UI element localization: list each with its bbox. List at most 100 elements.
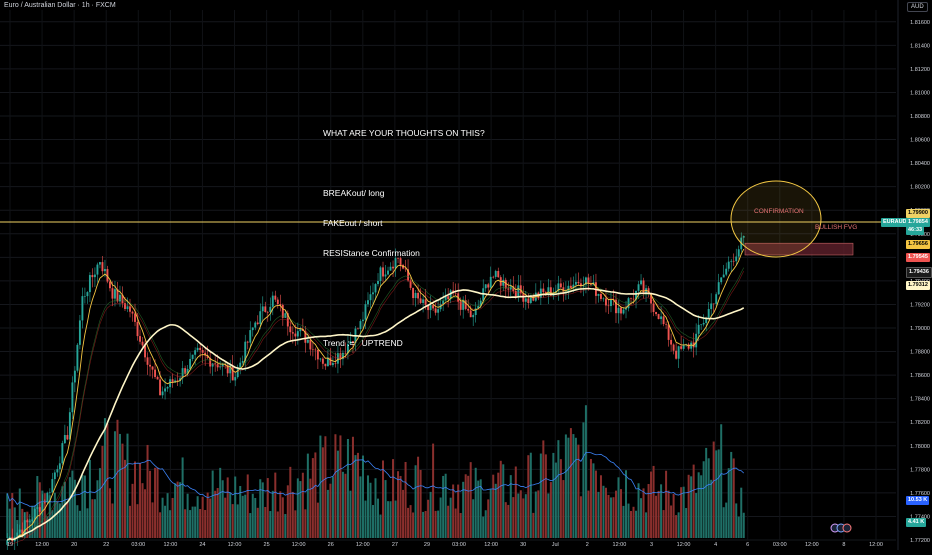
confirmation-label: CONFIRMATION — [754, 208, 804, 215]
candle-body — [116, 289, 119, 302]
volume-bar — [534, 491, 537, 538]
candle-body — [539, 288, 542, 298]
candle-body — [264, 306, 267, 312]
volume-bar — [504, 502, 507, 538]
volume-bar — [176, 481, 179, 538]
candle-body — [111, 288, 114, 299]
candle-body — [462, 300, 465, 310]
candle-body — [204, 352, 207, 356]
volume-bar — [647, 484, 650, 538]
y-tick-label: 1.81200 — [910, 67, 930, 73]
volume-bar — [13, 507, 16, 538]
volume-bar — [181, 457, 184, 538]
volume-bar — [549, 482, 552, 538]
candle-body — [319, 358, 322, 360]
volume-bar — [687, 474, 690, 538]
volume-bar — [384, 480, 387, 538]
volume-bar — [539, 453, 542, 538]
candle-body — [665, 324, 668, 325]
candle-body — [695, 333, 698, 348]
candle-body — [146, 357, 149, 365]
candle-body — [294, 333, 297, 337]
y-tick-label: 1.81400 — [910, 43, 930, 49]
price-badge-a: 1.79656 — [906, 240, 930, 249]
volume-bar — [614, 490, 617, 538]
y-tick-label: 1.77600 — [910, 491, 930, 497]
replay-icon[interactable] — [830, 523, 852, 533]
volume-bar — [577, 444, 580, 538]
volume-bar — [482, 516, 485, 538]
candle-body — [296, 331, 299, 337]
candle-body — [524, 298, 527, 302]
volume-bar — [364, 500, 367, 538]
currency-tag[interactable]: AUD — [907, 2, 928, 12]
candle-body — [241, 361, 244, 363]
candle-body — [574, 281, 577, 285]
chart-title[interactable]: Euro / Australian Dollar · 1h · FXCM — [4, 2, 116, 9]
volume-bar — [331, 476, 334, 538]
volume-bar — [108, 488, 111, 538]
candle-body — [156, 376, 159, 380]
volume-bar — [379, 514, 382, 538]
volume-bar — [537, 490, 540, 538]
x-tick-label: 6 — [746, 542, 749, 548]
candle-body — [484, 284, 487, 289]
candle-body — [46, 492, 49, 503]
volume-bar — [184, 509, 187, 538]
volume-bar — [374, 478, 377, 538]
volume-bar — [296, 478, 299, 538]
volume-bar — [722, 507, 725, 538]
volume-bar — [141, 483, 144, 538]
last-price-badge[interactable]: 1.79854 — [906, 218, 930, 227]
candle-body — [81, 296, 84, 321]
volume-bar — [6, 493, 9, 538]
volume-bar — [697, 472, 700, 538]
volume-bar — [474, 467, 477, 538]
annotation-trend: Trend := UPTREND — [323, 338, 403, 348]
candle-body — [727, 261, 730, 269]
candle-body — [344, 352, 347, 354]
volume-bar — [424, 510, 427, 538]
volume-bar — [179, 482, 182, 538]
volume-bar — [582, 422, 585, 538]
candle-body — [577, 281, 580, 284]
x-tick-label: 03:00 — [773, 542, 787, 548]
volume-bar — [562, 480, 565, 538]
candle-body — [191, 354, 194, 359]
candle-body — [166, 387, 169, 389]
volume-bar — [48, 495, 51, 538]
volume-bar — [619, 489, 623, 538]
candle-body — [720, 277, 723, 283]
candle-body — [494, 271, 497, 277]
candle-body — [214, 363, 217, 365]
volume-bar — [271, 490, 274, 538]
volume-bar — [690, 476, 693, 538]
volume-bar — [81, 475, 84, 538]
volume-bar — [78, 510, 81, 538]
candle-body — [56, 469, 59, 473]
volume-bar — [149, 470, 152, 538]
volume-bar — [477, 480, 480, 538]
candle-body — [427, 304, 430, 311]
resistance-price-badge[interactable]: 1.79900 — [906, 209, 930, 218]
volume-bar — [444, 473, 447, 538]
candle-body — [424, 299, 427, 305]
moving-averages — [6, 248, 745, 544]
volume-bar — [479, 479, 482, 538]
candle-body — [394, 258, 397, 269]
candle-body — [93, 274, 96, 278]
symbol-badge[interactable]: EURAUD — [881, 218, 909, 227]
volume-bar — [692, 464, 695, 538]
volume-bar — [419, 469, 422, 538]
candle-body — [367, 300, 369, 305]
volume-bar — [625, 470, 628, 538]
volume-bar — [369, 482, 372, 538]
volume-bar — [281, 497, 284, 538]
candle-body — [542, 288, 545, 293]
x-tick-label: 03:00 — [131, 542, 145, 548]
candle-body — [58, 463, 61, 470]
candle-body — [261, 306, 264, 312]
volume-bar — [567, 437, 570, 538]
